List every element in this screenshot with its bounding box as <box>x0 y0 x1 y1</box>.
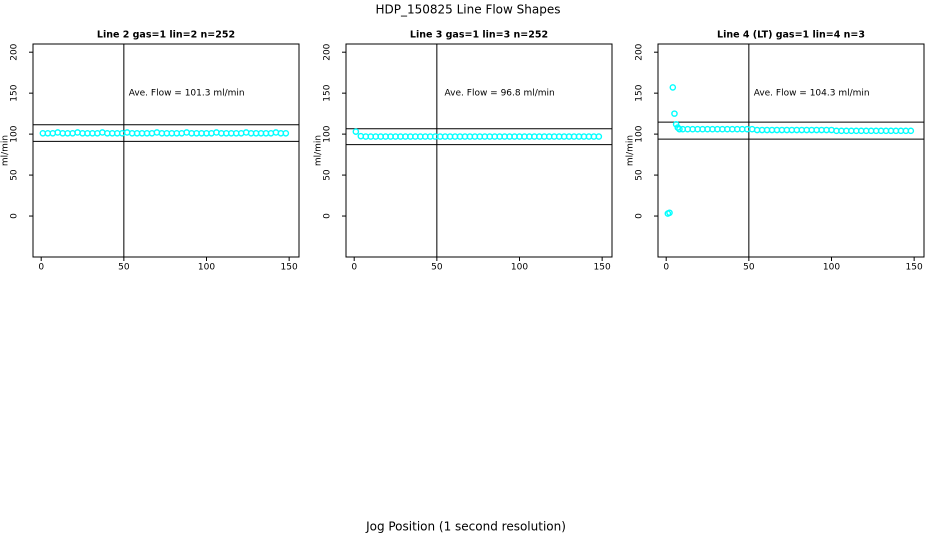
y-tick-label: 100 <box>635 125 645 142</box>
annotation: Ave. Flow = 96.8 ml/min <box>445 89 555 99</box>
y-tick-label: 200 <box>635 43 645 60</box>
y-tick-label: 150 <box>635 84 645 101</box>
x-tick-label: 150 <box>906 263 923 273</box>
x-tick-label: 0 <box>663 263 669 273</box>
plot-frame <box>345 43 613 258</box>
plot-frame <box>657 43 925 258</box>
panel-title: Line 3 gas=1 lin=3 n=252 <box>410 30 548 41</box>
x-tick-label: 150 <box>281 263 298 273</box>
y-tick-label: 0 <box>635 213 645 219</box>
y-tick-label: 150 <box>323 84 333 101</box>
y-tick-label: 0 <box>10 213 20 219</box>
y-axis-title: ml/min <box>626 135 636 166</box>
annotation: Ave. Flow = 104.3 ml/min <box>754 89 870 99</box>
y-tick-label: 100 <box>323 125 333 142</box>
point <box>672 120 680 128</box>
x-tick-label: 0 <box>351 263 357 273</box>
plot-frame <box>32 43 300 258</box>
y-tick-label: 200 <box>323 43 333 60</box>
page-title: HDP_150825 Line Flow Shapes <box>376 3 561 17</box>
x-tick-label: 100 <box>511 263 528 273</box>
x-tick-label: 150 <box>594 263 611 273</box>
point <box>907 127 915 135</box>
x-tick-label: 50 <box>743 263 755 273</box>
x-tick-label: 0 <box>38 263 44 273</box>
x-tick-label: 100 <box>198 263 215 273</box>
x-tick-label: 50 <box>118 263 130 273</box>
x-axis-title: Jog Position (1 second resolution) <box>365 520 566 534</box>
y-axis-title: ml/min <box>1 135 11 166</box>
x-tick-label: 50 <box>431 263 443 273</box>
point <box>352 128 360 135</box>
y-axis-title: ml/min <box>314 135 324 166</box>
point <box>676 125 683 133</box>
y-tick-label: 200 <box>10 43 20 60</box>
panel-title: Line 2 gas=1 lin=2 n=252 <box>97 30 235 41</box>
y-tick-label: 50 <box>10 169 20 181</box>
x-tick-label: 100 <box>823 263 840 273</box>
y-tick-label: 50 <box>635 169 645 181</box>
annotation: Ave. Flow = 101.3 ml/min <box>129 89 245 99</box>
point <box>671 110 678 117</box>
y-tick-label: 0 <box>323 213 333 219</box>
point <box>669 84 677 91</box>
point <box>282 129 290 137</box>
y-tick-label: 100 <box>10 125 20 142</box>
panel-title: Line 4 (LT) gas=1 lin=4 n=3 <box>717 30 865 41</box>
point <box>595 133 603 140</box>
y-tick-label: 150 <box>10 84 20 101</box>
point <box>666 209 673 217</box>
y-tick-label: 50 <box>323 169 333 181</box>
